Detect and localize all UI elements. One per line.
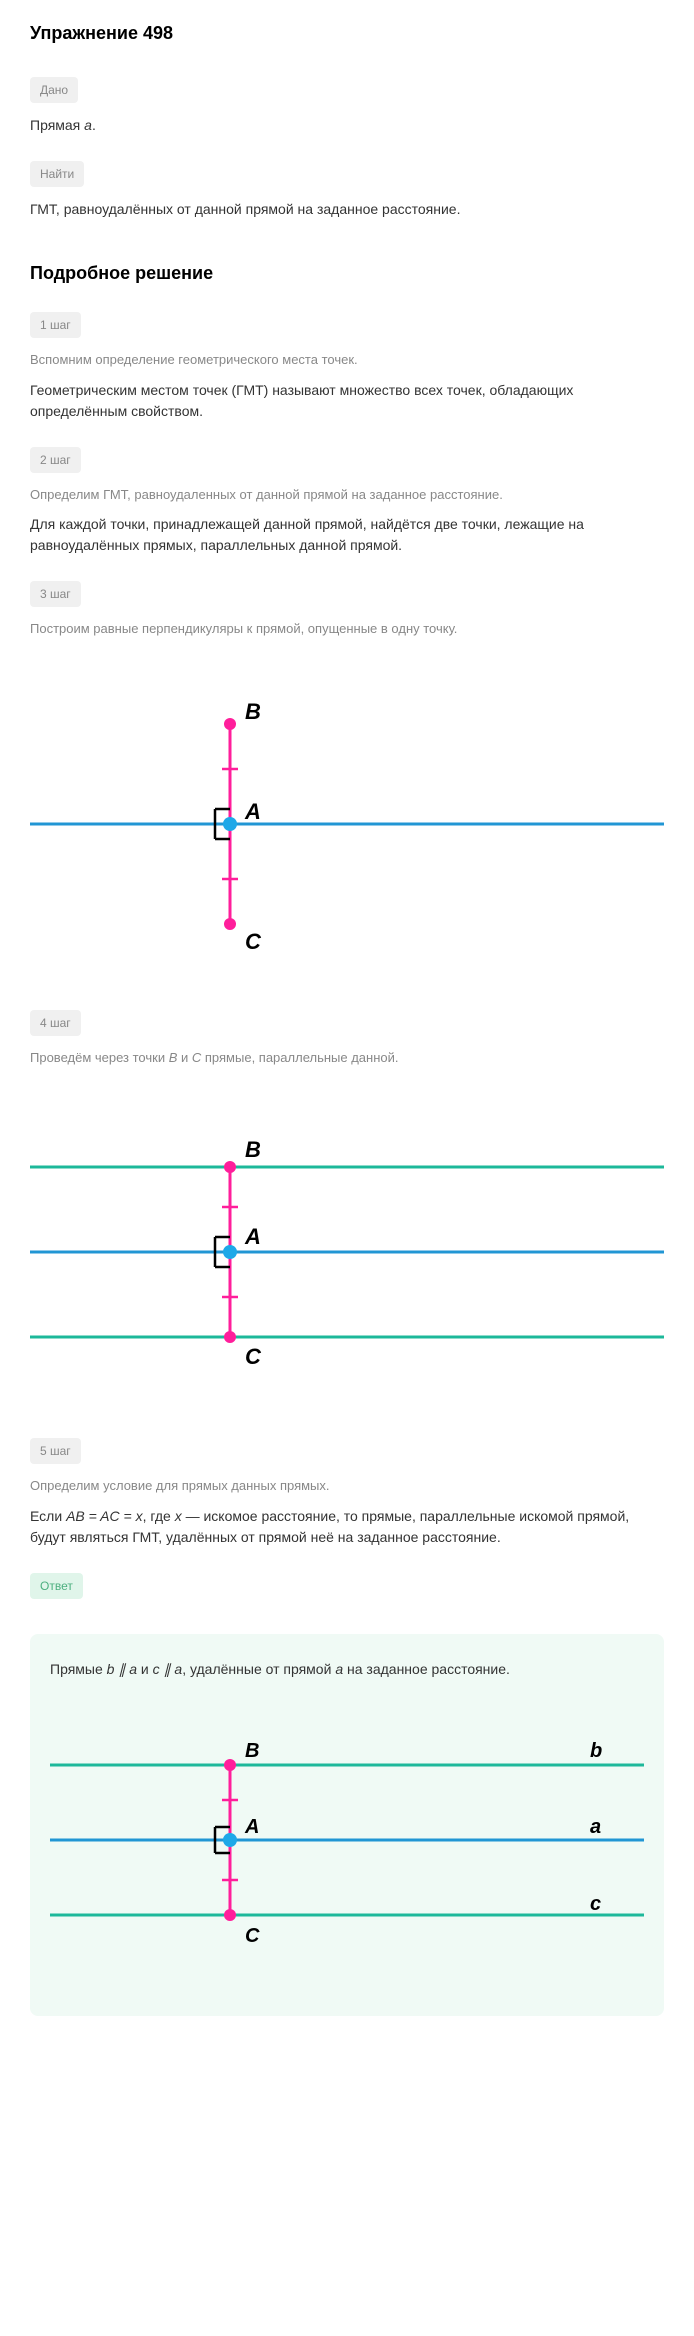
- step-4-mid: и: [177, 1050, 192, 1065]
- given-block: Дано Прямая a.: [30, 77, 664, 136]
- step-4-gray: Проведём через точки B и C прямые, парал…: [30, 1048, 664, 1068]
- answer-prefix: Прямые: [50, 1661, 107, 1677]
- label-a1: A: [244, 799, 261, 824]
- label-linea: a: [590, 1816, 601, 1838]
- label-a2: A: [244, 1224, 261, 1249]
- step-3-gray: Построим равные перпендикуляры к прямой,…: [30, 619, 664, 639]
- step-5: 5 шаг Определим условие для прямых данны…: [30, 1438, 664, 1548]
- label-lineb: b: [590, 1740, 602, 1762]
- step-2: 2 шаг Определим ГМТ, равноудаленных от д…: [30, 447, 664, 557]
- step-5-gray: Определим условие для прямых данных прям…: [30, 1476, 664, 1496]
- step-5-prefix: Если: [30, 1508, 66, 1524]
- step-4-var2: C: [192, 1050, 201, 1065]
- step-5-eq: AB = AC = x: [66, 1508, 143, 1524]
- step-2-gray: Определим ГМТ, равноудаленных от данной …: [30, 485, 664, 505]
- step-4-suffix: прямые, параллельные данной.: [201, 1050, 398, 1065]
- diagram-2: B A C: [30, 1112, 664, 1392]
- answer-text: Прямые b ∥ a и c ∥ a, удалённые от прямо…: [50, 1659, 644, 1680]
- step-3: 3 шаг Построим равные перпендикуляры к п…: [30, 581, 664, 639]
- solution-title: Подробное решение: [30, 260, 664, 287]
- given-text: Прямая a.: [30, 115, 664, 136]
- step-5-tag: 5 шаг: [30, 1438, 81, 1464]
- answer-tag: Ответ: [30, 1573, 83, 1599]
- answer-textmid: , удалённые от прямой: [182, 1661, 335, 1677]
- label-c1: C: [245, 929, 262, 954]
- step-2-tag: 2 шаг: [30, 447, 81, 473]
- step-4: 4 шаг Проведём через точки B и C прямые,…: [30, 1010, 664, 1068]
- label-b1: B: [245, 699, 261, 724]
- step-1-gray: Вспомним определение геометрического мес…: [30, 350, 664, 370]
- label-a3: A: [244, 1816, 259, 1838]
- label-linec: c: [590, 1893, 601, 1915]
- exercise-title: Упражнение 498: [30, 20, 664, 47]
- step-5-mid: , где: [143, 1508, 175, 1524]
- label-b2: B: [245, 1137, 261, 1162]
- step-1: 1 шаг Вспомним определение геометрическо…: [30, 312, 664, 422]
- find-block: Найти ГМТ, равноудалённых от данной прям…: [30, 161, 664, 220]
- given-suffix: .: [92, 117, 96, 133]
- diagram-3: B A C b a c: [50, 1720, 644, 1960]
- step-4-prefix: Проведём через точки: [30, 1050, 169, 1065]
- step-1-tag: 1 шаг: [30, 312, 81, 338]
- answer-box: Прямые b ∥ a и c ∥ a, удалённые от прямо…: [30, 1634, 664, 2016]
- find-tag: Найти: [30, 161, 84, 187]
- step-2-main: Для каждой точки, принадлежащей данной п…: [30, 514, 664, 556]
- step-4-tag: 4 шаг: [30, 1010, 81, 1036]
- diagram-1: B A C: [30, 684, 664, 964]
- label-b3: B: [245, 1740, 259, 1762]
- answer-mid1: и: [137, 1661, 153, 1677]
- given-var: a: [84, 117, 92, 133]
- step-5-varx: x: [175, 1508, 182, 1524]
- given-prefix: Прямая: [30, 117, 84, 133]
- find-text: ГМТ, равноудалённых от данной прямой на …: [30, 199, 664, 220]
- answer-rel2: c ∥ a: [153, 1661, 183, 1677]
- label-c2: C: [245, 1344, 262, 1369]
- step-3-tag: 3 шаг: [30, 581, 81, 607]
- step-1-main: Геометрическим местом точек (ГМТ) называ…: [30, 380, 664, 422]
- label-c3: C: [245, 1925, 260, 1947]
- step-5-main: Если AB = AC = x, где x — искомое рассто…: [30, 1506, 664, 1548]
- answer-vara: a: [335, 1661, 343, 1677]
- answer-rel1: b ∥ a: [107, 1661, 137, 1677]
- given-tag: Дано: [30, 77, 78, 103]
- answer-suffix: на заданное расстояние.: [343, 1661, 510, 1677]
